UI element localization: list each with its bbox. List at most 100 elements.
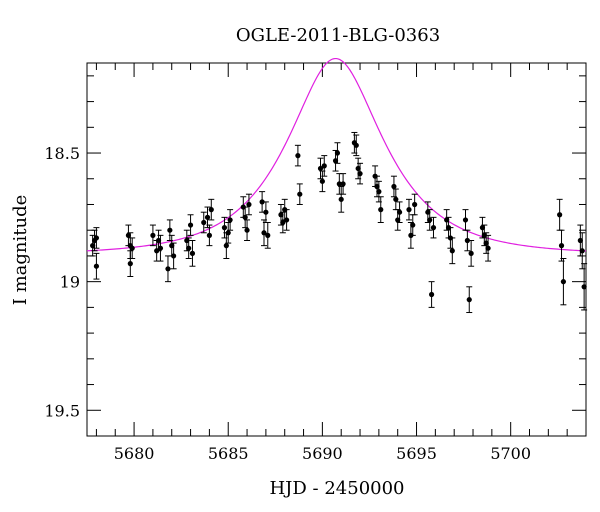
y-tick-label: 18.5 bbox=[44, 144, 80, 163]
data-marker bbox=[479, 225, 486, 231]
data-marker bbox=[150, 232, 156, 238]
x-tick-label: 5685 bbox=[208, 444, 249, 463]
data-point bbox=[485, 234, 492, 262]
data-point bbox=[340, 173, 347, 195]
data-marker bbox=[246, 201, 252, 208]
data-marker bbox=[223, 243, 229, 249]
data-point bbox=[353, 134, 360, 157]
data-marker bbox=[355, 165, 361, 172]
data-point bbox=[296, 183, 303, 205]
data-marker bbox=[468, 250, 474, 256]
data-point bbox=[245, 193, 252, 216]
y-tick-label: 19.5 bbox=[44, 401, 80, 420]
data-marker bbox=[464, 237, 470, 244]
data-marker bbox=[481, 232, 487, 238]
data-point bbox=[149, 224, 156, 247]
data-point bbox=[294, 144, 301, 167]
data-point bbox=[334, 142, 341, 164]
plot-frame bbox=[86, 62, 587, 437]
data-point bbox=[157, 234, 164, 262]
data-point bbox=[129, 237, 136, 260]
data-marker bbox=[284, 217, 290, 223]
data-point bbox=[424, 201, 431, 223]
data-marker bbox=[225, 230, 231, 236]
data-point bbox=[225, 221, 232, 244]
data-marker bbox=[395, 217, 401, 223]
data-marker bbox=[165, 266, 171, 272]
data-point bbox=[319, 170, 326, 193]
data-marker bbox=[242, 214, 248, 220]
model-layer bbox=[86, 57, 587, 252]
data-point bbox=[468, 239, 475, 267]
data-point bbox=[200, 211, 207, 234]
data-marker bbox=[129, 245, 135, 251]
data-marker bbox=[357, 171, 363, 177]
data-point bbox=[396, 201, 403, 223]
data-marker bbox=[378, 207, 384, 213]
data-point bbox=[357, 162, 364, 185]
data-marker bbox=[412, 201, 418, 208]
data-point bbox=[428, 281, 435, 308]
data-point bbox=[462, 209, 469, 231]
data-marker bbox=[485, 245, 491, 251]
data-point bbox=[261, 219, 268, 247]
data-marker bbox=[189, 250, 196, 256]
data-marker bbox=[430, 225, 437, 231]
data-marker bbox=[374, 183, 380, 190]
data-marker bbox=[93, 263, 100, 269]
data-point bbox=[449, 237, 456, 265]
data-marker bbox=[560, 279, 567, 285]
data-marker bbox=[201, 219, 207, 226]
y-axis-label: I magnitude bbox=[10, 195, 31, 306]
y-tick-labels: 18.5 19 19.5 bbox=[44, 144, 80, 420]
data-marker bbox=[483, 240, 489, 246]
data-marker bbox=[466, 297, 472, 303]
x-tick-label: 5700 bbox=[490, 444, 531, 463]
data-marker bbox=[449, 248, 455, 254]
data-marker bbox=[340, 181, 346, 187]
data-point bbox=[164, 255, 171, 283]
data-point bbox=[556, 198, 563, 231]
data-marker bbox=[353, 142, 359, 148]
data-point bbox=[405, 198, 412, 221]
data-marker bbox=[336, 181, 342, 187]
data-marker bbox=[265, 232, 271, 238]
x-tick-label: 5680 bbox=[114, 444, 155, 463]
data-point bbox=[560, 258, 567, 306]
data-point bbox=[93, 252, 100, 280]
data-point bbox=[185, 237, 192, 260]
data-marker bbox=[208, 207, 214, 213]
data-marker bbox=[338, 196, 344, 202]
data-point bbox=[189, 239, 196, 267]
data-marker bbox=[263, 209, 269, 215]
data-point bbox=[187, 214, 194, 236]
data-marker bbox=[319, 178, 325, 184]
data-marker bbox=[186, 245, 192, 251]
data-marker bbox=[332, 158, 339, 164]
data-marker bbox=[90, 243, 96, 249]
data-marker bbox=[187, 222, 194, 228]
data-marker bbox=[171, 253, 177, 259]
data-point bbox=[244, 219, 251, 241]
data-point bbox=[321, 155, 328, 177]
data-marker bbox=[206, 232, 212, 238]
data-point bbox=[264, 221, 271, 249]
data-point bbox=[464, 229, 471, 252]
data-marker bbox=[406, 207, 412, 213]
data-marker bbox=[169, 243, 175, 249]
data-point bbox=[227, 209, 234, 231]
data-point bbox=[581, 263, 588, 311]
data-marker bbox=[155, 237, 162, 244]
data-marker bbox=[558, 243, 565, 249]
data-point bbox=[377, 196, 384, 223]
data-point bbox=[242, 206, 249, 229]
data-marker bbox=[125, 232, 132, 238]
data-point bbox=[206, 224, 213, 247]
data-marker bbox=[317, 165, 324, 172]
data-point bbox=[338, 185, 345, 213]
data-marker bbox=[444, 217, 450, 223]
chart-title: OGLE-2011-BLG-0363 bbox=[236, 25, 440, 46]
data-marker bbox=[297, 191, 303, 197]
data-marker bbox=[557, 212, 563, 218]
